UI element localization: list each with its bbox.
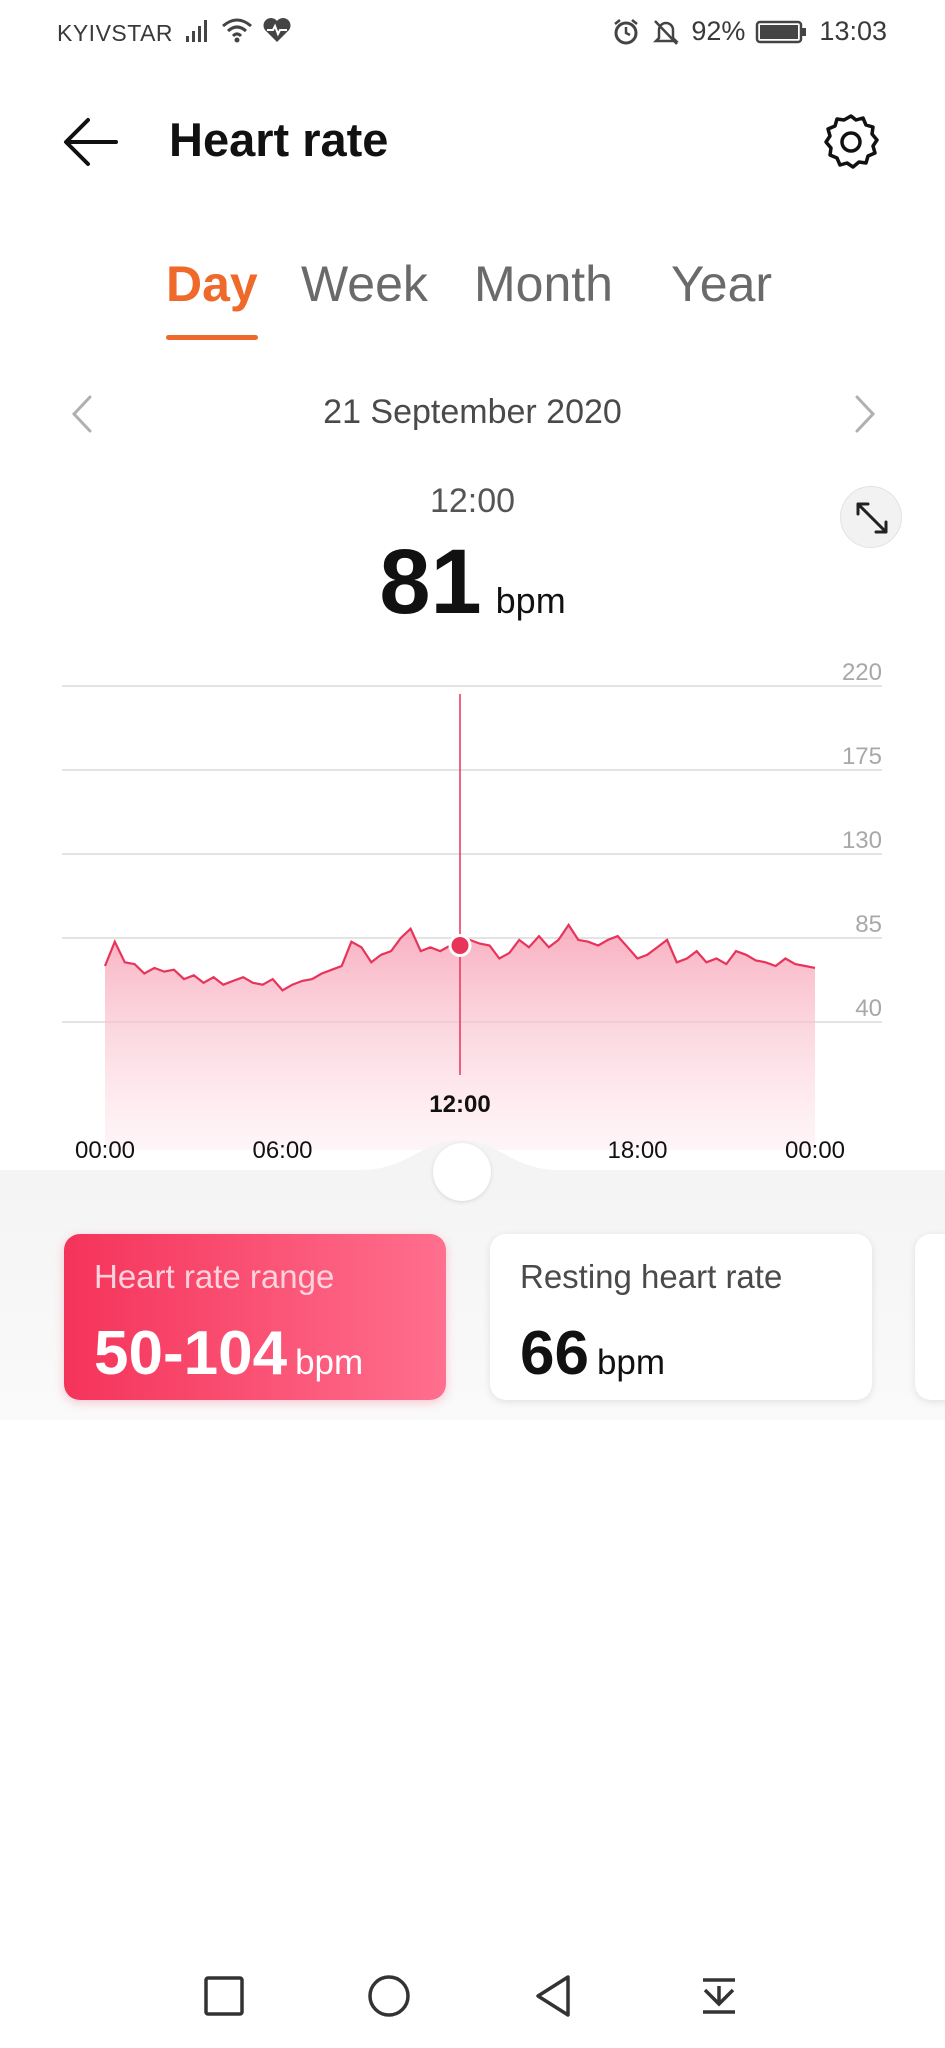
system-navigation-bar (0, 1960, 945, 2030)
fullscreen-button[interactable] (840, 486, 902, 548)
range-card-title: Heart rate range (94, 1258, 335, 1295)
wifi-icon (222, 18, 252, 43)
bell-muted-icon (653, 19, 680, 45)
y-tick-label: 40 (855, 995, 882, 1022)
resting-card-value: 66 (520, 1319, 589, 1388)
next-day-button[interactable] (845, 391, 885, 437)
date-navigator: 21 September 2020 (0, 385, 945, 445)
recent-apps-icon (204, 1976, 244, 2016)
chevron-left-icon (71, 395, 92, 433)
clock: 13:03 (819, 16, 887, 46)
app-bar: Heart rate (0, 90, 945, 190)
y-tick-label: 175 (842, 743, 882, 770)
timeline-scrubber-handle[interactable] (433, 1143, 491, 1201)
selected-time: 12:00 (429, 482, 516, 520)
period-tabs: Day Week Month Year (0, 255, 945, 345)
gear-icon (824, 114, 879, 169)
x-tick-label: 00:00 (785, 1137, 845, 1164)
x-tick-label: 18:00 (607, 1137, 667, 1164)
tab-week[interactable]: Week (301, 256, 428, 312)
resting-card-unit: bpm (596, 1343, 666, 1382)
resting-card-title: Resting heart rate (520, 1258, 783, 1295)
resting-heart-rate-card[interactable]: Resting heart rate 66 bpm (490, 1234, 872, 1400)
status-bar: KYIVSTAR 92% (0, 0, 945, 68)
status-right: 92% 13:03 (611, 16, 887, 47)
selected-bpm-unit: bpm (495, 580, 566, 621)
chart-grid (62, 685, 882, 1023)
tab-month[interactable]: Month (474, 256, 613, 312)
status-left-icons (184, 16, 292, 44)
date-label: 21 September 2020 (323, 393, 622, 431)
alarm-icon (614, 18, 639, 44)
back-nav-icon (536, 1975, 570, 2017)
x-tick-label: 00:00 (75, 1137, 135, 1164)
settings-button[interactable] (819, 110, 883, 174)
notification-pull-button[interactable] (693, 1970, 745, 2022)
x-tick-label: 06:00 (252, 1137, 312, 1164)
health-heart-icon (263, 18, 291, 42)
range-card-value: 50-104 (94, 1319, 288, 1388)
tab-year[interactable]: Year (671, 256, 773, 312)
heart-rate-range-card[interactable]: Heart rate range 50-104 bpm (64, 1234, 446, 1400)
range-card-unit: bpm (295, 1343, 364, 1382)
selected-x-label: 12:00 (429, 1091, 490, 1118)
chevron-right-icon (855, 395, 876, 433)
notification-pull-icon (703, 1978, 735, 2014)
arrow-left-icon (64, 118, 118, 166)
page-title: Heart rate (169, 113, 389, 166)
back-nav-button[interactable] (528, 1970, 580, 2022)
y-tick-label: 85 (855, 911, 882, 938)
selected-point-marker (448, 933, 472, 957)
active-tab-indicator (166, 335, 258, 340)
next-card-peek[interactable] (915, 1234, 945, 1400)
back-button[interactable] (60, 110, 124, 174)
carrier-name: KYIVSTAR (57, 20, 174, 46)
tab-day[interactable]: Day (166, 256, 258, 312)
y-tick-label: 220 (842, 659, 882, 686)
heart-rate-chart[interactable]: 220 175 130 85 40 00:00 06:00 12:00 18:00 00:00 (0, 650, 945, 1180)
y-tick-label: 130 (842, 827, 882, 854)
signal-icon (186, 20, 207, 42)
previous-day-button[interactable] (62, 391, 102, 437)
home-icon (368, 1975, 410, 2017)
home-button[interactable] (363, 1970, 415, 2022)
expand-icon (856, 502, 888, 534)
selected-reading: 81 bpm (0, 530, 945, 635)
battery-percentage: 92% (691, 16, 746, 46)
selected-bpm-value: 81 (379, 531, 482, 633)
recent-apps-button[interactable] (198, 1970, 250, 2022)
battery-icon (756, 20, 807, 43)
